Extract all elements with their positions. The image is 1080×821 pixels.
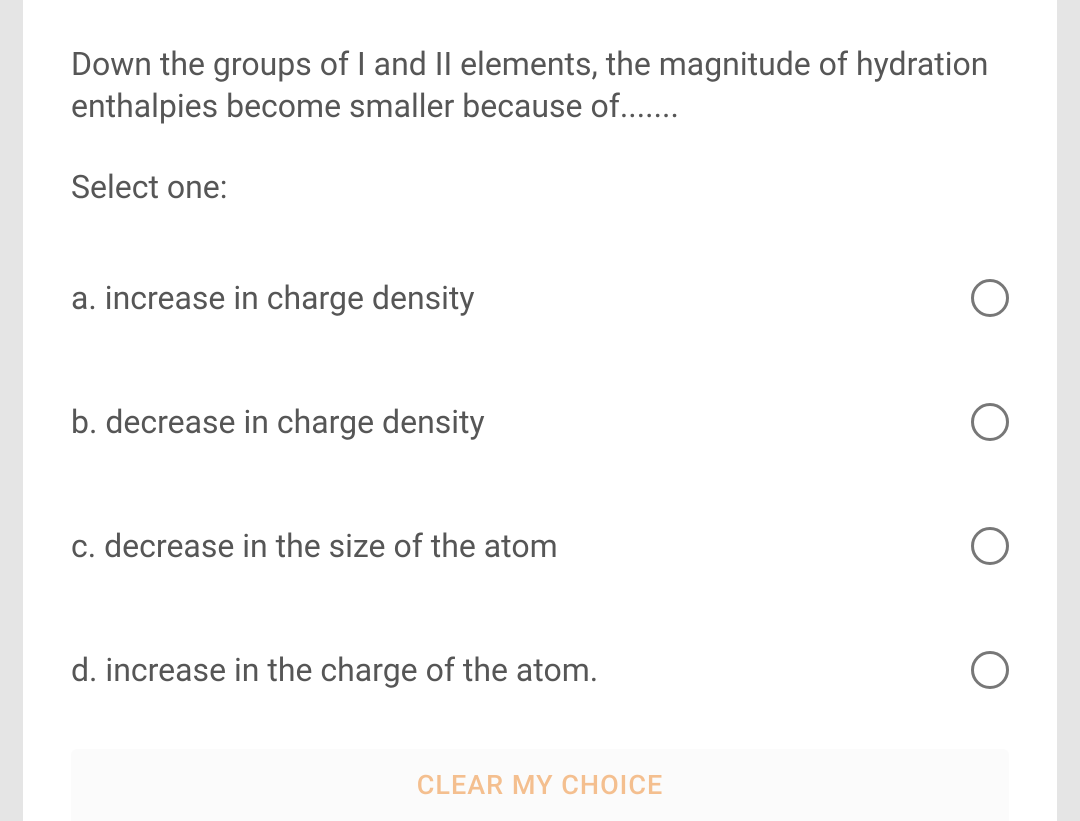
question-text: Down the groups of I and II elements, th… — [71, 44, 1009, 127]
option-label: a. increase in charge density — [71, 279, 475, 317]
options-list: a. increase in charge density b. decreas… — [71, 279, 1009, 689]
option-b[interactable]: b. decrease in charge density — [71, 403, 1009, 441]
radio-icon[interactable] — [971, 651, 1009, 689]
radio-icon[interactable] — [971, 527, 1009, 565]
option-label: d. increase in the charge of the atom. — [71, 651, 598, 689]
clear-choice-bar: CLEAR MY CHOICE — [71, 749, 1009, 821]
question-card: Down the groups of I and II elements, th… — [23, 0, 1057, 821]
clear-choice-button[interactable]: CLEAR MY CHOICE — [417, 769, 663, 801]
option-label: c. decrease in the size of the atom — [71, 527, 558, 565]
question-instruction: Select one: — [71, 167, 1009, 209]
option-c[interactable]: c. decrease in the size of the atom — [71, 527, 1009, 565]
option-d[interactable]: d. increase in the charge of the atom. — [71, 651, 1009, 689]
option-label: b. decrease in charge density — [71, 403, 485, 441]
radio-icon[interactable] — [971, 279, 1009, 317]
radio-icon[interactable] — [971, 403, 1009, 441]
option-a[interactable]: a. increase in charge density — [71, 279, 1009, 317]
